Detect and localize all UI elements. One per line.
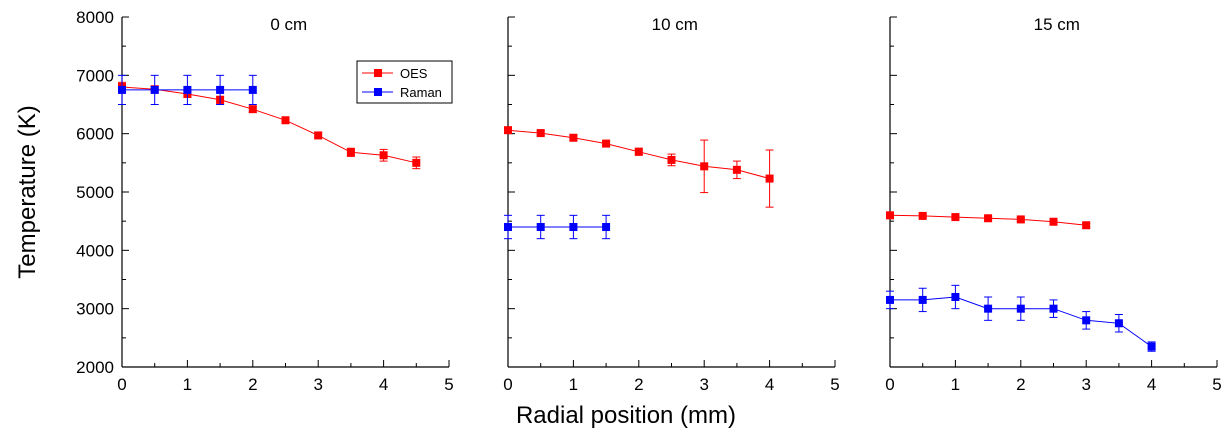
x-tick-label: 0	[503, 375, 512, 394]
data-point	[602, 139, 611, 148]
data-point	[634, 147, 643, 156]
x-tick-label: 4	[1147, 375, 1156, 394]
data-point	[1114, 319, 1123, 328]
data-point	[1082, 316, 1091, 325]
legend-label: Raman	[400, 85, 442, 100]
x-tick-label: 1	[183, 375, 192, 394]
series-raman	[886, 284, 1156, 352]
data-point	[1049, 304, 1058, 313]
legend-swatch-marker	[374, 69, 382, 77]
data-point	[216, 85, 225, 94]
data-point	[536, 129, 545, 138]
series-oes	[886, 211, 1091, 230]
x-tick-label: 4	[379, 375, 388, 394]
panel-title: 10 cm	[652, 15, 698, 34]
data-point	[412, 158, 421, 167]
x-tick-label: 1	[569, 375, 578, 394]
data-point	[732, 165, 741, 174]
data-point	[569, 223, 578, 231]
data-point	[504, 126, 512, 135]
data-point	[984, 214, 993, 223]
data-point	[1147, 342, 1156, 351]
data-point	[918, 295, 927, 304]
data-point	[951, 213, 960, 222]
panel-0: 2000 3000 4000 5000 6000 7000 8000 0 1 2 3 4 5 0 cm OE…	[76, 8, 454, 394]
data-point	[346, 148, 355, 157]
x-tick-label: 3	[313, 375, 322, 394]
data-point	[886, 295, 894, 304]
data-point	[118, 85, 126, 94]
data-point	[379, 151, 388, 160]
data-point	[1016, 215, 1025, 224]
y-tick-label: 3000	[76, 300, 114, 319]
panel-1: 0 1 2 3 4 5 10 cm	[503, 15, 839, 394]
series-line	[121, 86, 417, 164]
panel-title: 0 cm	[270, 15, 307, 34]
y-tick-label: 2000	[76, 358, 114, 377]
data-point	[1082, 221, 1091, 230]
x-tick-label: 0	[885, 375, 894, 394]
data-point	[951, 293, 960, 301]
y-tick-label: 6000	[76, 125, 114, 144]
y-tick-label: 7000	[76, 66, 114, 85]
data-point	[504, 223, 512, 231]
x-tick-label: 5	[1212, 375, 1221, 394]
y-tick-label: 8000	[76, 8, 114, 27]
legend: OES Raman	[356, 60, 453, 104]
x-tick-label: 3	[699, 375, 708, 394]
data-point	[765, 174, 774, 183]
data-point	[984, 304, 993, 313]
x-tick-label: 0	[117, 375, 126, 394]
data-point	[700, 162, 709, 171]
plot-layer: 2000 3000 4000 5000 6000 7000 8000 0 1 2 3 4 5 0 cm OE…	[76, 8, 1222, 394]
data-point	[183, 85, 192, 94]
x-axis-label: Radial position (mm)	[516, 402, 736, 429]
data-point	[248, 85, 257, 94]
y-axis-label: Temperature (K)	[14, 105, 41, 278]
series-raman	[118, 74, 257, 105]
y-tick-label: 5000	[76, 183, 114, 202]
data-point	[536, 223, 545, 231]
x-tick-label: 2	[1016, 375, 1025, 394]
series-oes	[504, 126, 774, 208]
legend-box	[356, 60, 453, 104]
x-tick-label: 2	[248, 375, 257, 394]
data-point	[886, 211, 894, 220]
x-tick-label: 4	[765, 375, 774, 394]
data-point	[1049, 217, 1058, 226]
legend-label: OES	[400, 66, 428, 81]
x-tick-label: 5	[444, 375, 453, 394]
data-point	[248, 105, 257, 114]
panel-title: 15 cm	[1034, 15, 1080, 34]
data-point	[667, 155, 676, 164]
data-point	[918, 211, 927, 220]
data-point	[602, 223, 611, 231]
data-point	[281, 116, 290, 125]
x-tick-label: 2	[634, 375, 643, 394]
legend-swatch-marker	[374, 88, 382, 96]
data-point	[569, 133, 578, 142]
panel-2: 0 1 2 3 4 5 15 cm	[885, 15, 1221, 394]
data-point	[150, 85, 159, 94]
series-raman	[504, 214, 611, 240]
x-tick-label: 1	[951, 375, 960, 394]
x-tick-label: 3	[1081, 375, 1090, 394]
y-tick-label: 4000	[76, 241, 114, 260]
x-tick-label: 5	[830, 375, 839, 394]
data-point	[1016, 304, 1025, 313]
data-point	[314, 131, 323, 140]
